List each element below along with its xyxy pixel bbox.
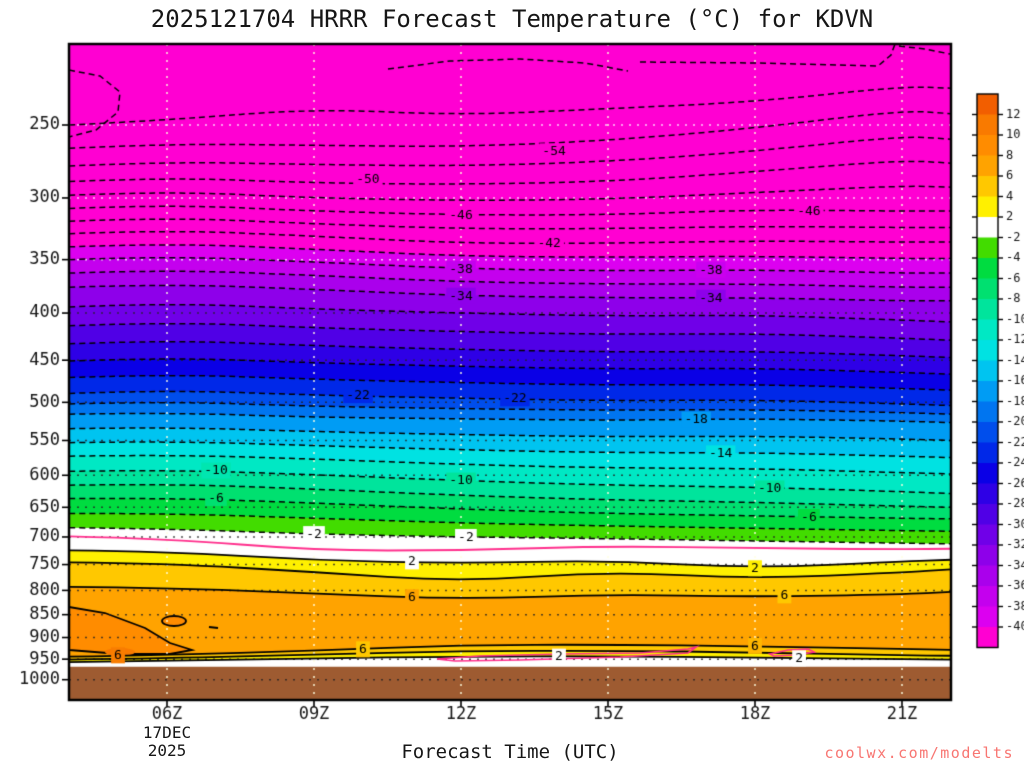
x-axis-title: Forecast Time (UTC) bbox=[401, 741, 619, 763]
x-axis-date-line1: 17DEC bbox=[142, 723, 192, 742]
chart-title: 2025121704 HRRR Forecast Temperature (°C… bbox=[150, 5, 874, 33]
watermark-link[interactable]: coolwx.com/modelts bbox=[824, 744, 1014, 762]
x-axis-date-line2: 2025 bbox=[147, 741, 187, 760]
